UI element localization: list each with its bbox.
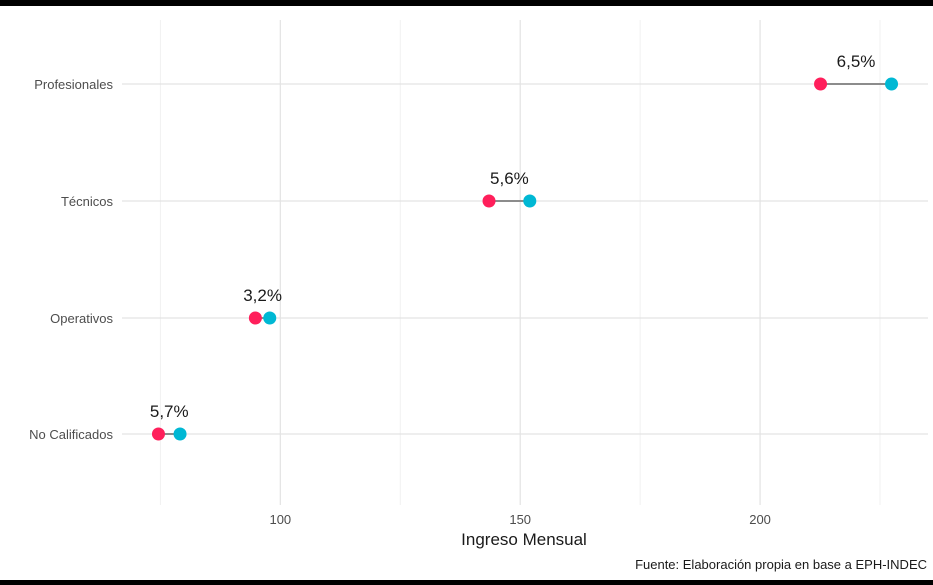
start-point [151,427,165,441]
data-label: 3,2% [243,286,282,305]
y-tick-label: Operativos [50,311,113,326]
data-label: 5,6% [490,169,529,188]
end-point [173,427,187,441]
y-tick-label: No Calificados [29,427,113,442]
x-axis-title: Ingreso Mensual [461,530,587,549]
end-point [885,77,899,91]
end-point [263,311,277,325]
end-point [523,194,537,208]
start-point [814,77,828,91]
start-point [482,194,496,208]
bottom-border [0,580,933,585]
x-tick-label: 100 [269,512,291,527]
source-caption: Fuente: Elaboración propia en base a EPH… [635,557,927,572]
x-tick-label: 200 [749,512,771,527]
data-marks: 6,5% 5,6% 3,2% 5,7% [150,52,899,441]
data-label: 6,5% [837,52,876,71]
top-border [0,0,933,6]
data-label: 5,7% [150,402,189,421]
y-axis-labels: Profesionales Técnicos Operativos No Califi… [29,77,113,442]
grid-lines [122,20,928,505]
x-tick-label: 150 [509,512,531,527]
start-point [248,311,262,325]
x-axis-labels: 100 150 200 [269,512,770,527]
y-tick-label: Profesionales [34,77,113,92]
y-tick-label: Técnicos [61,194,114,209]
